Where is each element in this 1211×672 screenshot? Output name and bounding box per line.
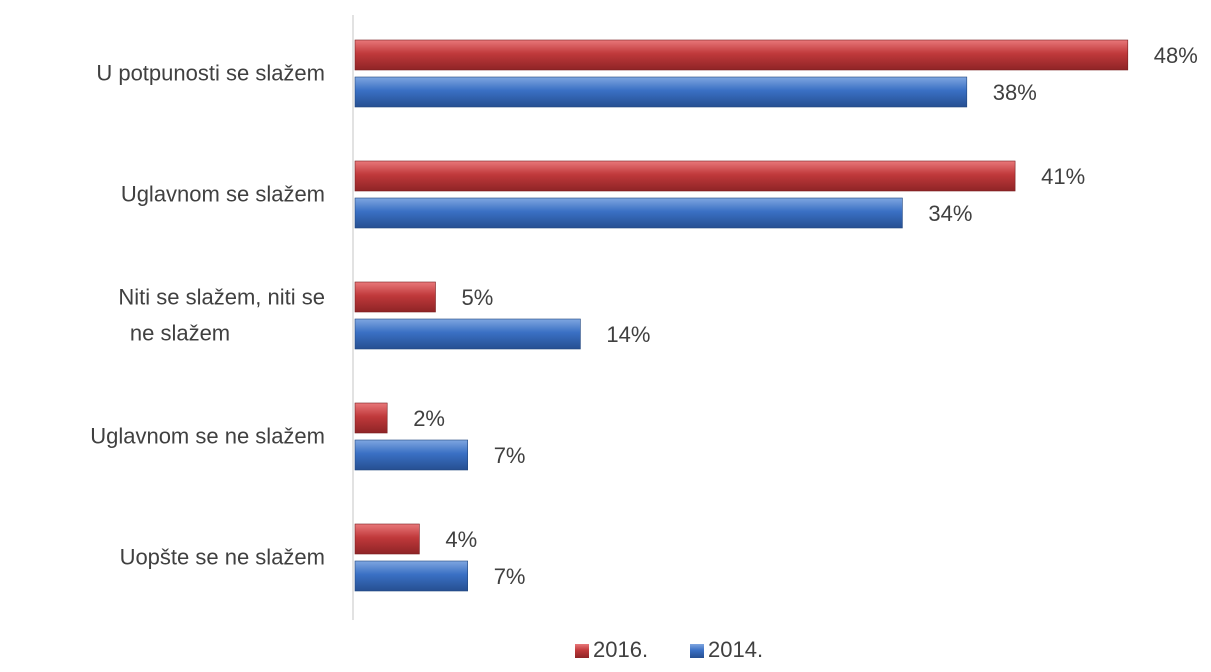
value-label-2016-4: 2% bbox=[413, 406, 445, 431]
bar-2014-uglavnom-se-ne-sla-em bbox=[354, 439, 468, 471]
legend-label-2014: 2014. bbox=[708, 637, 763, 662]
bar-2016-u-potpunosti-se-sla-em bbox=[354, 39, 1129, 71]
bar-2016-uglavnom-se-sla-em bbox=[354, 160, 1016, 192]
value-label-2016-5: 4% bbox=[445, 527, 477, 552]
bar-2014-u-potpunosti-se-sla-em bbox=[354, 76, 968, 108]
category-label-1: U potpunosti se slažem bbox=[96, 61, 325, 86]
bar-2016-uglavnom-se-ne-sla-em bbox=[354, 402, 388, 434]
value-label-2016-2: 41% bbox=[1041, 164, 1085, 189]
category-label-4: Uglavnom se ne slažem bbox=[90, 424, 325, 449]
legend-swatch-2014 bbox=[690, 644, 704, 658]
bar-2014-uglavnom-se-sla-em bbox=[354, 197, 903, 229]
value-label-2014-2: 34% bbox=[928, 201, 972, 226]
category-label-3: Niti se slažem, niti se ne slažem bbox=[118, 285, 325, 346]
value-label-2016-1: 48% bbox=[1154, 43, 1198, 68]
bar-2014-niti-se-sla-em-niti-se-ne-sla-em bbox=[354, 318, 581, 350]
bar-2016-uop-te-se-ne-sla-em bbox=[354, 523, 420, 555]
legend: 2016. 2014. bbox=[575, 637, 763, 662]
category-label-2: Uglavnom se slažem bbox=[121, 182, 325, 207]
legend-label-2016: 2016. bbox=[593, 637, 648, 662]
legend-swatch-2016 bbox=[575, 644, 589, 658]
value-label-2014-1: 38% bbox=[993, 80, 1037, 105]
bar-2016-niti-se-sla-em-niti-se-ne-sla-em bbox=[354, 281, 436, 313]
value-label-2014-4: 7% bbox=[494, 443, 526, 468]
bar-2014-uop-te-se-ne-sla-em bbox=[354, 560, 468, 592]
value-label-2014-5: 7% bbox=[494, 564, 526, 589]
value-label-2014-3: 14% bbox=[606, 322, 650, 347]
value-label-2016-3: 5% bbox=[462, 285, 494, 310]
category-label-5: Uopšte se ne slažem bbox=[120, 545, 325, 570]
